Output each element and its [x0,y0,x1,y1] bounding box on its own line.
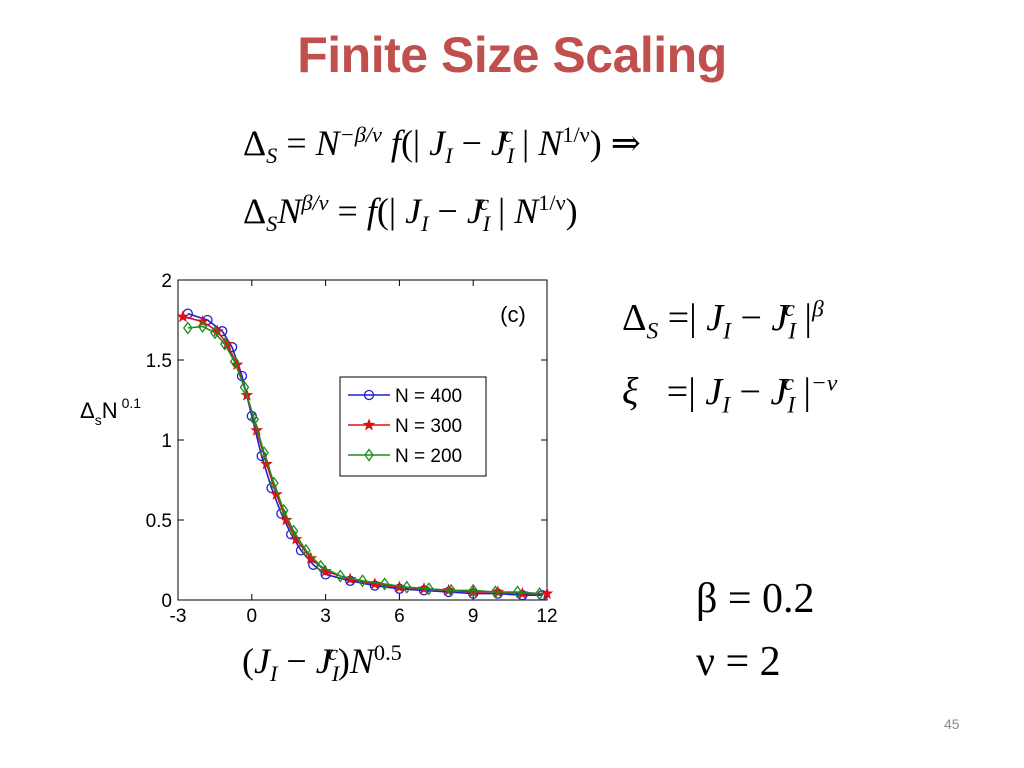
data-point [304,551,318,564]
data-point [289,532,303,545]
gap-scaling-equation: ΔS =| JI − JIc |β [622,296,824,345]
data-point [401,580,412,594]
legend-marker [364,448,374,462]
x-tick-label: 6 [394,606,405,627]
legend-label: N = 300 [395,416,462,437]
data-point [534,586,545,601]
y-tick-label: 1.5 [146,351,172,372]
y-tick-label: 1 [161,431,172,452]
data-point [259,446,269,460]
data-point [249,412,260,426]
data-point [239,380,250,394]
data-point [219,337,230,351]
x-tick-label: 9 [468,606,479,627]
data-point [210,326,220,340]
nu-value: ν = 2 [696,639,781,685]
y-tick-label: 2 [161,271,172,292]
data-point [468,583,479,598]
legend-label: N = 200 [395,446,462,467]
y-axis-label: ΔsN 0.1 [80,395,141,428]
page-number: 45 [944,716,960,732]
data-point [279,513,293,526]
legend-marker [362,418,376,431]
data-point [197,319,208,334]
x-tick-label: -3 [170,606,187,627]
data-point [379,577,390,591]
scaling-equation-2: ΔSNβ/ν = f(| JI − JIc | N1/ν) [243,190,578,237]
data-point [183,321,193,335]
series-line-2 [187,325,540,595]
data-point [288,524,299,538]
x-axis-label: (JI − JIc)N0.5 [242,640,402,687]
legend-label: N = 400 [395,386,462,407]
x-tick-label: 12 [536,606,557,627]
data-point [301,543,311,558]
x-tick-label: 0 [247,606,258,627]
data-point [490,585,501,599]
data-point [260,457,273,470]
scaling-equation-1: ΔS = N−β/ν f(| JI − JIc | N1/ν) ⇒ [243,122,641,169]
data-point [446,583,456,598]
y-tick-label: 0.5 [146,511,172,532]
data-point [357,574,368,588]
data-point [270,487,283,500]
data-point [512,585,523,599]
data-point [229,354,240,369]
panel-label: (c) [500,302,526,327]
beta-value: β = 0.2 [696,576,815,622]
x-tick-label: 3 [320,606,331,627]
data-point [315,559,326,574]
legend-marker [363,389,375,401]
data-point [278,503,289,518]
correlation-length-equation: ξ =| JI − JIc |−ν [622,370,838,419]
data-point [176,310,190,323]
data-point [269,476,279,490]
data-point [335,569,346,583]
data-point [424,582,434,596]
y-tick-label: 0 [161,591,172,612]
slide-title: Finite Size Scaling [297,27,727,83]
